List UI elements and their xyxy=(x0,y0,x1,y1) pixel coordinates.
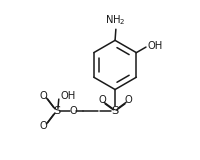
Text: S: S xyxy=(53,106,60,116)
Text: OH: OH xyxy=(61,91,76,100)
Text: NH$_2$: NH$_2$ xyxy=(105,13,125,27)
Text: O: O xyxy=(124,95,132,105)
Text: S: S xyxy=(111,106,119,116)
Text: OH: OH xyxy=(147,41,162,51)
Text: O: O xyxy=(98,95,106,105)
Text: O: O xyxy=(69,106,77,116)
Text: O: O xyxy=(40,121,47,131)
Text: O: O xyxy=(40,91,47,101)
